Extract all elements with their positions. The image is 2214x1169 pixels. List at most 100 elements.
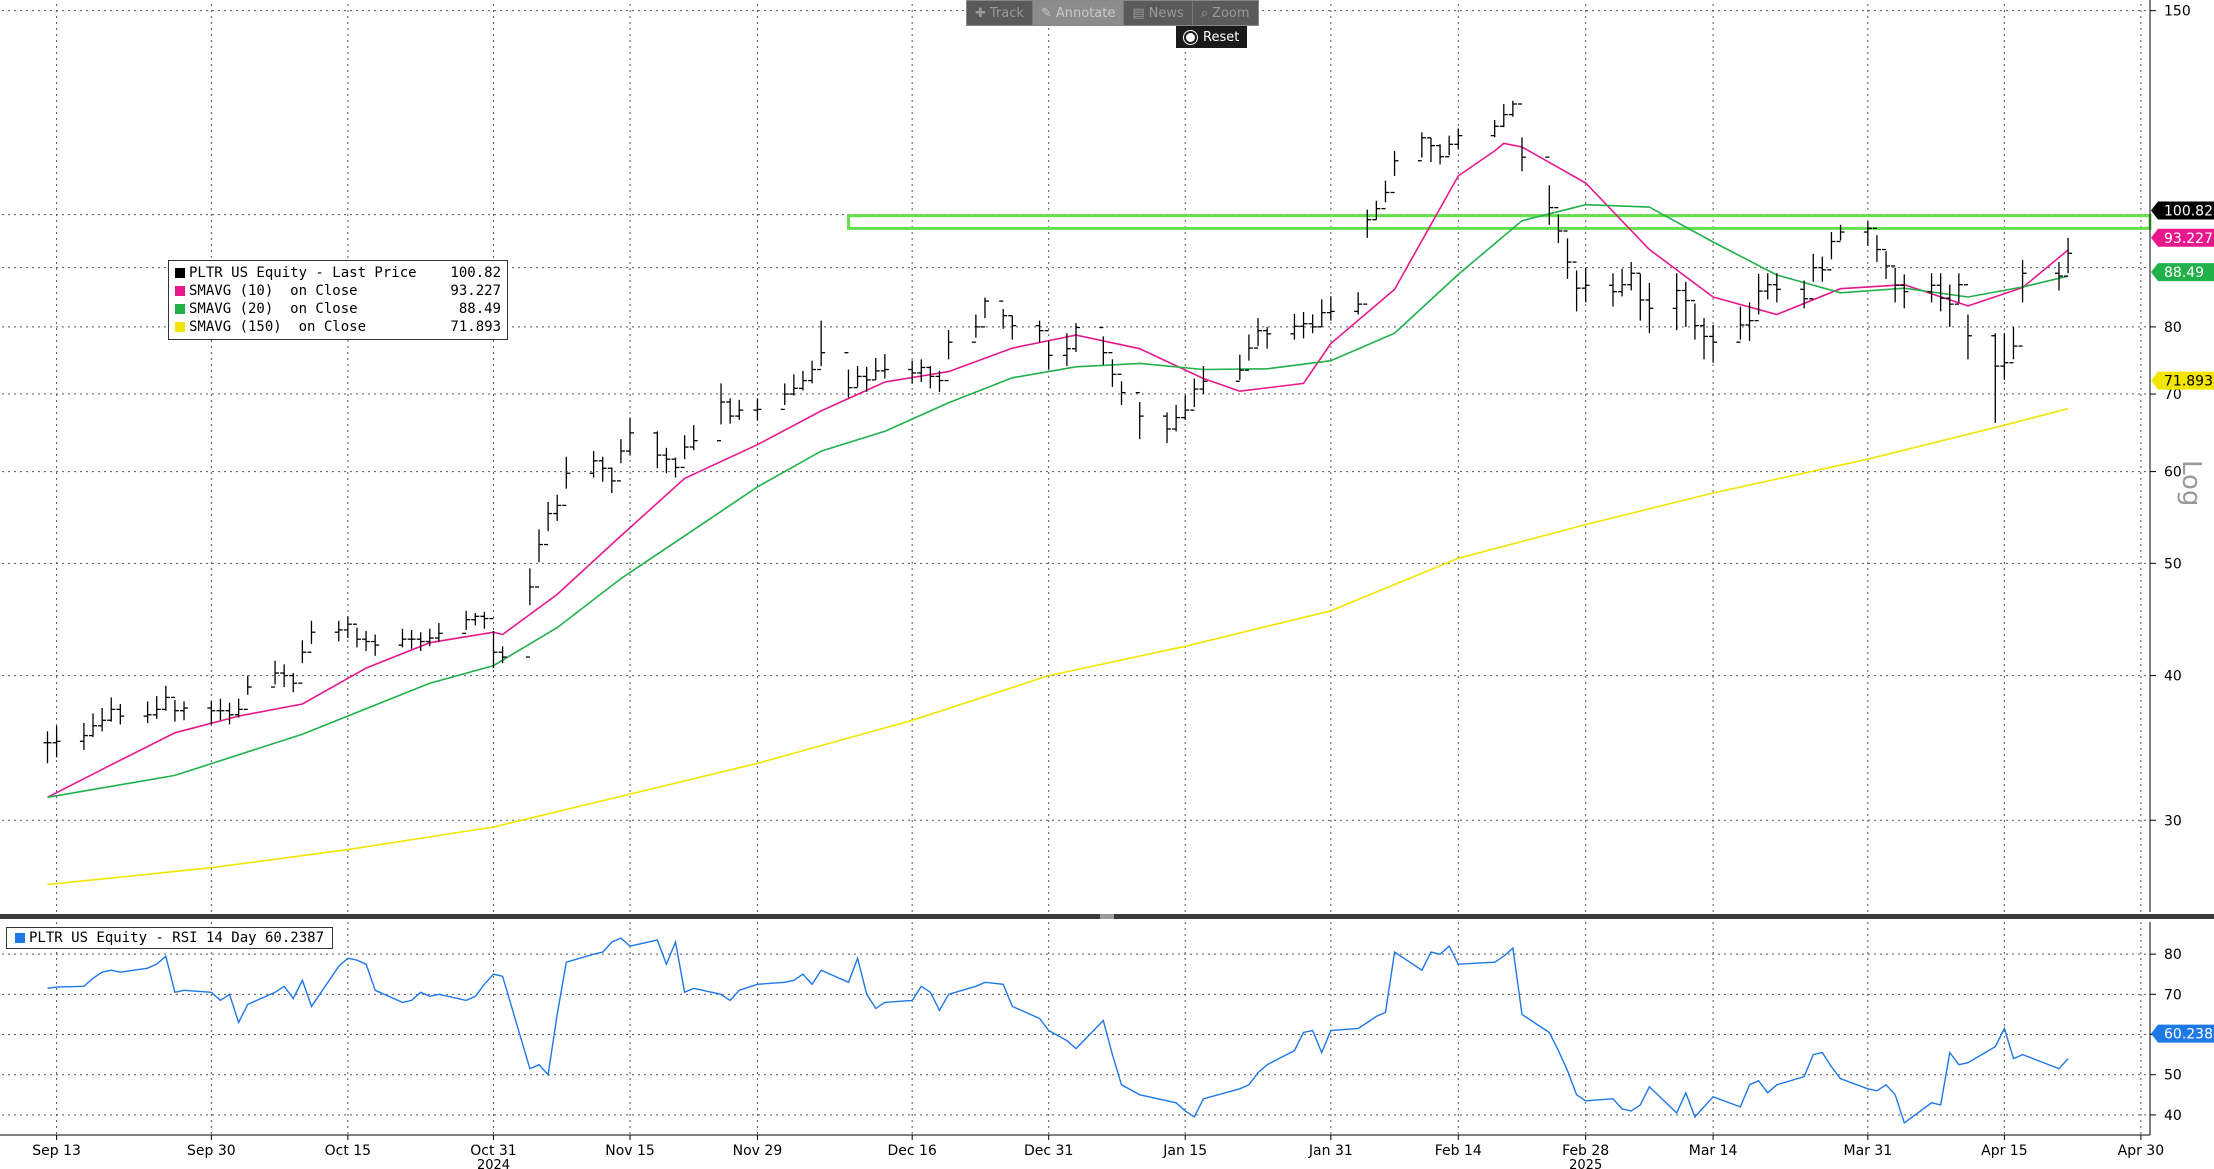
price-bar bbox=[680, 435, 689, 469]
price-legend: PLTR US Equity - Last Price 100.82 SMAVG… bbox=[168, 260, 508, 340]
x-tick-label: Dec 31 bbox=[1024, 1143, 1073, 1159]
price-bar bbox=[1108, 352, 1117, 387]
price-bar bbox=[1172, 404, 1181, 432]
rsi-line bbox=[47, 937, 2069, 1125]
price-bar bbox=[1545, 156, 1554, 225]
price-bar bbox=[1863, 221, 1872, 246]
price-bar bbox=[780, 383, 789, 411]
price-bar bbox=[2054, 262, 2063, 291]
price-bar bbox=[671, 457, 680, 478]
x-tick-label: Apr 30 bbox=[2118, 1143, 2164, 1159]
price-bar bbox=[1181, 395, 1190, 420]
price-bar bbox=[862, 366, 871, 392]
price-bar bbox=[1499, 103, 1508, 128]
price-bar bbox=[489, 617, 498, 669]
price-bar bbox=[152, 696, 161, 719]
price-bar bbox=[1581, 267, 1590, 303]
price-bar bbox=[1426, 137, 1435, 163]
price-bar bbox=[689, 425, 698, 451]
price-bar bbox=[662, 447, 671, 474]
price-bar bbox=[416, 632, 425, 652]
x-tick-label: Jan 15 bbox=[1162, 1143, 1207, 1159]
price-bar bbox=[98, 708, 107, 732]
price-bar bbox=[1636, 272, 1645, 321]
track-button[interactable]: ✚ Track bbox=[967, 1, 1033, 25]
legend-swatch-last-price bbox=[175, 268, 185, 278]
price-bar bbox=[1572, 261, 1581, 312]
annotate-button[interactable]: ✎ Annotate bbox=[1032, 1, 1125, 25]
price-bar bbox=[2000, 333, 2009, 380]
x-tick-label: Apr 15 bbox=[1981, 1143, 2027, 1159]
zoom-button[interactable]: ⌕ Zoom bbox=[1193, 1, 1258, 25]
price-bar bbox=[589, 451, 598, 478]
price-bar bbox=[1800, 280, 1809, 309]
price-bar bbox=[935, 370, 944, 392]
price-bar bbox=[871, 358, 880, 381]
price-bar bbox=[1991, 333, 2000, 423]
price-bar bbox=[735, 399, 744, 420]
price-bar bbox=[1008, 315, 1017, 340]
price-bar bbox=[234, 698, 243, 718]
price-bar bbox=[1254, 318, 1263, 349]
reset-button[interactable]: Reset bbox=[1176, 26, 1248, 48]
legend-swatch-sma150 bbox=[175, 322, 185, 332]
legend-swatch-sma20 bbox=[175, 304, 185, 314]
price-bar bbox=[1044, 330, 1053, 370]
x-tick-label: Dec 16 bbox=[887, 1143, 936, 1159]
price-bar bbox=[1836, 224, 1845, 243]
price-bar bbox=[2064, 237, 2073, 277]
price-bar bbox=[407, 629, 416, 649]
rsi-y-tick-label: 40 bbox=[2164, 1108, 2182, 1124]
last-value-tag: 71.893 bbox=[2151, 371, 2214, 390]
price-bar bbox=[434, 623, 443, 642]
price-bar bbox=[116, 704, 125, 725]
price-bar bbox=[161, 685, 170, 711]
price-bar bbox=[334, 620, 343, 642]
x-tick-label: Mar 14 bbox=[1689, 1143, 1738, 1159]
magnifier-icon: ⌕ bbox=[1200, 5, 1209, 21]
rsi-last-value-tag-bg bbox=[2151, 1024, 2214, 1043]
chart-toolbar: ✚ Track ✎ Annotate ▤ News ⌕ Zoom bbox=[966, 0, 1259, 26]
last-value-tag-bg bbox=[2151, 263, 2214, 282]
price-bar bbox=[553, 494, 562, 521]
legend-swatch-sma10 bbox=[175, 286, 185, 296]
price-bar bbox=[525, 568, 534, 658]
price-bar bbox=[225, 702, 234, 725]
legend-item-last-price: PLTR US Equity - Last Price 100.82 bbox=[175, 264, 501, 282]
price-bar bbox=[1809, 253, 1818, 300]
last-value-tag: 88.49 bbox=[2151, 263, 2214, 281]
price-bar bbox=[1072, 323, 1080, 353]
price-bar bbox=[880, 354, 889, 379]
x-year-label: 2025 bbox=[1569, 1158, 1602, 1169]
pencil-icon: ✎ bbox=[1040, 5, 1052, 21]
price-bar bbox=[243, 675, 252, 711]
price-bar bbox=[789, 374, 798, 396]
price-bar bbox=[1508, 100, 1517, 117]
rsi-legend: PLTR US Equity - RSI 14 Day 60.2387 bbox=[6, 927, 334, 949]
zoom-label: Zoom bbox=[1212, 5, 1250, 21]
news-button[interactable]: ▤ News bbox=[1124, 1, 1193, 25]
price-bar bbox=[753, 398, 762, 421]
price-bar bbox=[271, 660, 280, 688]
legend-value: 100.82 bbox=[450, 265, 501, 281]
price-bar bbox=[1945, 284, 1954, 327]
price-bar bbox=[1954, 273, 1963, 305]
legend-label: SMAVG (150) on Close bbox=[189, 319, 367, 335]
price-bar bbox=[808, 360, 817, 384]
rsi-y-tick-label: 80 bbox=[2164, 947, 2182, 963]
price-bar bbox=[1627, 262, 1636, 291]
legend-value: 88.49 bbox=[458, 301, 501, 317]
last-value-tags: 100.82 93.227 88.49 71.893 60.2387 bbox=[2151, 201, 2214, 1043]
ma-line-2 bbox=[47, 407, 2069, 886]
price-bar bbox=[1772, 273, 1781, 303]
news-label: News bbox=[1148, 5, 1184, 21]
price-bar bbox=[343, 616, 352, 639]
price-bar bbox=[2018, 259, 2027, 347]
reset-icon bbox=[1184, 30, 1197, 44]
price-bar bbox=[544, 501, 553, 546]
price-bar bbox=[398, 628, 407, 648]
price-bar bbox=[1681, 281, 1690, 327]
price-bar bbox=[79, 723, 88, 750]
last-value-tag: 100.82 bbox=[2151, 201, 2214, 220]
